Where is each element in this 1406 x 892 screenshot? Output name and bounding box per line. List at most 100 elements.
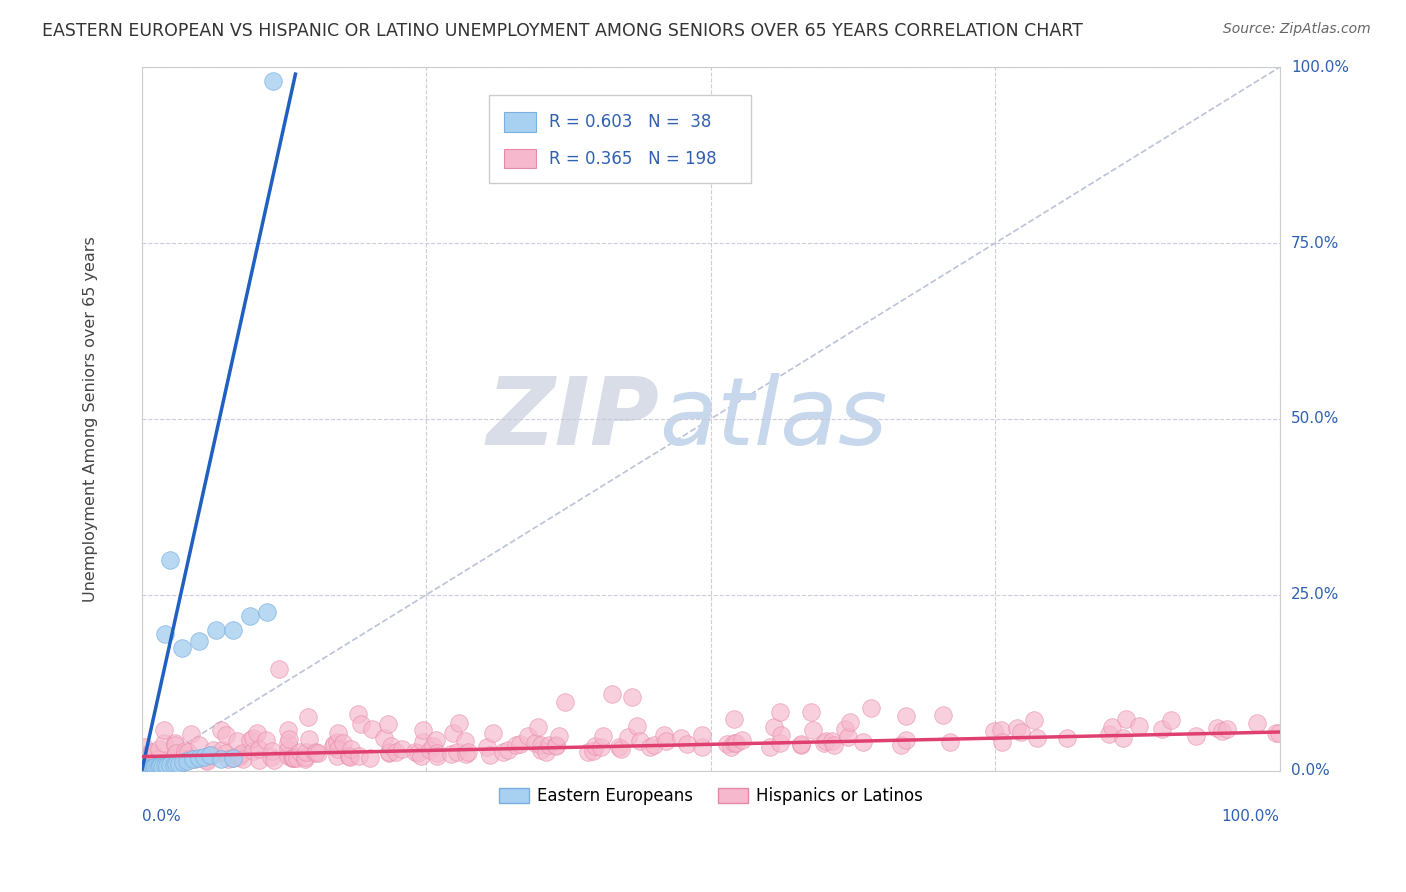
Text: ZIP: ZIP	[486, 373, 659, 465]
Point	[305, 745, 328, 759]
Point	[359, 751, 381, 765]
Point	[530, 743, 553, 757]
Point	[391, 742, 413, 756]
Point	[505, 738, 527, 752]
Point	[209, 723, 232, 737]
Point	[148, 742, 170, 756]
Point	[530, 738, 553, 752]
Point	[482, 726, 505, 740]
Point	[527, 720, 550, 734]
Text: EASTERN EUROPEAN VS HISPANIC OR LATINO UNEMPLOYMENT AMONG SENIORS OVER 65 YEARS : EASTERN EUROPEAN VS HISPANIC OR LATINO U…	[42, 22, 1083, 40]
Point	[163, 736, 186, 750]
Point	[492, 745, 515, 759]
Point	[160, 752, 183, 766]
Point	[153, 626, 176, 640]
Point	[247, 753, 270, 767]
Point	[135, 762, 157, 776]
Point	[1246, 716, 1268, 731]
Point	[723, 712, 745, 726]
Point	[426, 748, 449, 763]
Point	[652, 728, 675, 742]
Point	[534, 745, 557, 759]
Point	[294, 751, 316, 765]
Point	[239, 608, 262, 623]
Text: Unemployment Among Seniors over 65 years: Unemployment Among Seniors over 65 years	[83, 236, 98, 602]
Point	[422, 739, 444, 753]
Point	[524, 736, 547, 750]
Point	[165, 756, 187, 771]
Point	[263, 753, 285, 767]
Point	[295, 745, 318, 759]
Point	[177, 745, 200, 759]
Text: 0.0%: 0.0%	[142, 809, 180, 824]
Point	[609, 742, 631, 756]
Point	[260, 750, 283, 764]
Point	[800, 705, 823, 719]
Point	[546, 739, 568, 753]
Point	[159, 758, 181, 772]
Point	[723, 736, 745, 750]
Point	[894, 708, 917, 723]
Point	[377, 717, 399, 731]
Point	[655, 734, 678, 748]
Point	[153, 759, 176, 773]
Point	[201, 747, 224, 762]
Point	[136, 751, 159, 765]
Point	[789, 738, 811, 752]
Point	[202, 742, 225, 756]
Point	[339, 742, 361, 756]
Point	[231, 747, 253, 761]
Point	[211, 752, 233, 766]
Text: 50.0%: 50.0%	[1291, 411, 1339, 426]
Point	[337, 749, 360, 764]
Point	[184, 752, 207, 766]
Point	[377, 747, 399, 761]
Point	[169, 756, 191, 771]
Point	[281, 751, 304, 765]
Legend: Eastern Europeans, Hispanics or Latinos: Eastern Europeans, Hispanics or Latinos	[492, 780, 929, 812]
Point	[801, 723, 824, 737]
Point	[1152, 723, 1174, 737]
Point	[262, 74, 284, 88]
Point	[638, 739, 661, 754]
Point	[378, 745, 401, 759]
Point	[454, 734, 477, 748]
Point	[440, 747, 463, 762]
Point	[174, 744, 197, 758]
Point	[769, 706, 792, 720]
Point	[385, 745, 408, 759]
Point	[132, 751, 155, 765]
Point	[163, 758, 186, 772]
Point	[716, 737, 738, 751]
Point	[457, 745, 479, 759]
Point	[576, 745, 599, 759]
Point	[134, 755, 156, 769]
Point	[600, 687, 623, 701]
Point	[1115, 712, 1137, 726]
Point	[478, 747, 501, 762]
Point	[582, 744, 605, 758]
Point	[281, 751, 304, 765]
Point	[181, 752, 204, 766]
Point	[326, 742, 349, 756]
Point	[692, 728, 714, 742]
Point	[813, 736, 835, 750]
Point	[762, 720, 785, 734]
Point	[938, 735, 960, 749]
Point	[277, 742, 299, 756]
Point	[215, 746, 238, 760]
Point	[583, 739, 606, 753]
Point	[326, 725, 349, 739]
Point	[419, 743, 441, 757]
Point	[607, 739, 630, 754]
FancyBboxPatch shape	[489, 95, 751, 183]
Point	[242, 731, 264, 746]
Point	[1025, 731, 1047, 745]
Point	[153, 723, 176, 737]
Point	[132, 754, 155, 768]
Point	[232, 752, 254, 766]
Text: 100.0%: 100.0%	[1291, 60, 1348, 75]
Point	[380, 739, 402, 754]
Point	[347, 748, 370, 763]
Point	[173, 747, 195, 761]
